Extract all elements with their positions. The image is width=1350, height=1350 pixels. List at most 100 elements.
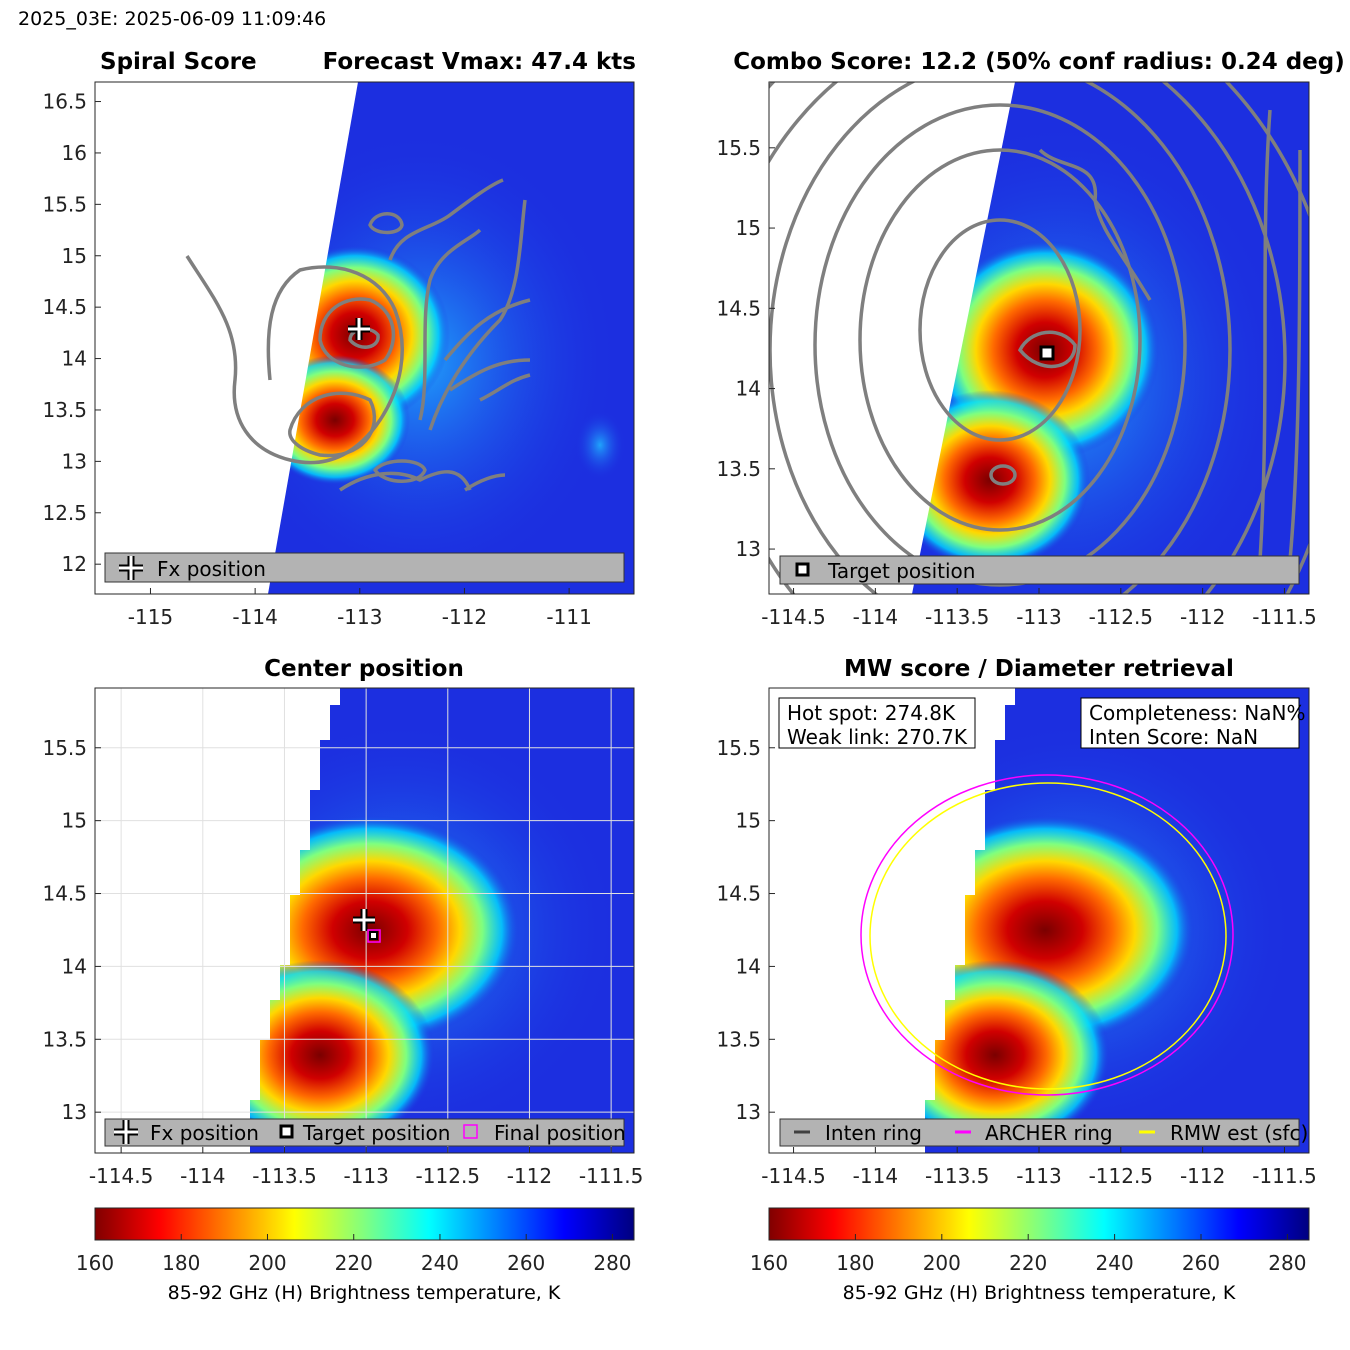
x-tick-label: -114 bbox=[180, 1164, 225, 1188]
y-tick-label: 14 bbox=[736, 377, 761, 401]
panel3-legend: Fx position Target position Final positi… bbox=[104, 1118, 626, 1147]
y-tick-label: 15 bbox=[62, 809, 87, 833]
x-tick-label: -113 bbox=[337, 605, 382, 629]
x-tick-label: -112 bbox=[507, 1164, 552, 1188]
panel3-title: Center position bbox=[264, 656, 464, 682]
y-tick-label: 13.5 bbox=[716, 1027, 761, 1051]
y-tick-label: 15.5 bbox=[716, 736, 761, 760]
colorbar-left-label: 85-92 GHz (H) Brightness temperature, K bbox=[168, 1282, 561, 1304]
x-tick-label: -113.5 bbox=[252, 1164, 316, 1188]
x-tick-label: -115 bbox=[128, 605, 173, 629]
weak-link-text: Weak link: 270.7K bbox=[787, 725, 968, 749]
panel2-legend-target: Target position bbox=[827, 559, 975, 583]
x-tick-label: -111 bbox=[546, 605, 591, 629]
colorbar-tick-label: 280 bbox=[593, 1251, 631, 1275]
x-tick-label: -114.5 bbox=[761, 605, 825, 629]
x-tick-label: -113 bbox=[1016, 1164, 1061, 1188]
y-tick-label: 14.5 bbox=[42, 882, 87, 906]
y-tick-label: 16 bbox=[62, 141, 87, 165]
colorbar-tick-label: 160 bbox=[750, 1251, 788, 1275]
x-tick-label: -111.5 bbox=[579, 1164, 643, 1188]
completeness-annotation: Completeness: NaN% Inten Score: NaN bbox=[1080, 697, 1305, 749]
panel1-title-right: Forecast Vmax: 47.4 kts bbox=[323, 49, 636, 75]
y-tick-label: 15.5 bbox=[42, 192, 87, 216]
y-tick-label: 14.5 bbox=[716, 882, 761, 906]
y-tick-label: 12.5 bbox=[42, 501, 87, 525]
target-position-marker bbox=[1039, 345, 1055, 361]
x-tick-label: -112.5 bbox=[1089, 1164, 1153, 1188]
x-tick-label: -112.5 bbox=[1089, 605, 1153, 629]
panel4-legend-archer: ARCHER ring bbox=[985, 1121, 1113, 1145]
panel4-heatmap bbox=[769, 688, 1309, 1153]
y-tick-label: 15 bbox=[62, 244, 87, 268]
y-tick-label: 13 bbox=[62, 1100, 87, 1124]
rmw-est-ring bbox=[869, 782, 1227, 1090]
x-tick-label: -112.5 bbox=[416, 1164, 480, 1188]
completeness-text: Completeness: NaN% bbox=[1089, 701, 1305, 725]
colorbar-right: 160 180 200 220 240 260 280 85-92 GHz (H) Brig… bbox=[750, 1207, 1310, 1304]
panel4-legend-inten: Inten ring bbox=[825, 1121, 922, 1145]
panel3-legend-fx: Fx position bbox=[150, 1121, 259, 1145]
panel4-legend-rmw: RMW est (sfc) bbox=[1170, 1121, 1308, 1145]
panel1-heatmap bbox=[95, 82, 634, 594]
y-tick-label: 13.5 bbox=[42, 1027, 87, 1051]
figure-header: 2025_03E: 2025-06-09 11:09:46 bbox=[18, 8, 326, 30]
y-tick-label: 13.5 bbox=[716, 457, 761, 481]
y-tick-label: 13 bbox=[736, 537, 761, 561]
x-tick-label: -113 bbox=[1016, 605, 1061, 629]
inten-score-text: Inten Score: NaN bbox=[1089, 725, 1258, 749]
y-tick-label: 13 bbox=[62, 449, 87, 473]
fx-position-marker bbox=[353, 909, 375, 931]
x-tick-label: -113.5 bbox=[925, 605, 989, 629]
x-tick-label: -114 bbox=[853, 1164, 898, 1188]
y-tick-label: 13 bbox=[736, 1100, 761, 1124]
panel3-heatmap bbox=[95, 688, 634, 1153]
fx-position-marker bbox=[348, 318, 370, 340]
x-tick-label: -113 bbox=[343, 1164, 388, 1188]
colorbar-tick-label: 260 bbox=[1182, 1251, 1220, 1275]
colorbar-left: 160 180 200 220 240 260 280 85-92 GHz (H) Brig… bbox=[76, 1207, 635, 1304]
colorbar-tick-label: 180 bbox=[162, 1251, 200, 1275]
y-tick-label: 12 bbox=[62, 552, 87, 576]
colorbar-tick-label: 220 bbox=[1009, 1251, 1047, 1275]
y-tick-label: 15 bbox=[736, 809, 761, 833]
archer-ring bbox=[860, 774, 1234, 1096]
y-tick-label: 15.5 bbox=[716, 136, 761, 160]
colorbar-tick-label: 220 bbox=[335, 1251, 373, 1275]
panel-center-position: Center position Fx position Target posit… bbox=[42, 656, 643, 1188]
colorbar-tick-label: 160 bbox=[76, 1251, 114, 1275]
y-tick-label: 16.5 bbox=[42, 90, 87, 114]
panel2-heatmap bbox=[769, 82, 1309, 594]
y-tick-label: 14 bbox=[736, 954, 761, 978]
y-tick-label: 14.5 bbox=[716, 296, 761, 320]
y-tick-label: 14 bbox=[62, 954, 87, 978]
panel-mw-score: MW score / Diameter retrieval Hot spot: … bbox=[716, 656, 1316, 1188]
colorbar-right-label: 85-92 GHz (H) Brightness temperature, K bbox=[843, 1282, 1236, 1304]
x-tick-label: -114.5 bbox=[761, 1164, 825, 1188]
panel4-legend: Inten ring ARCHER ring RMW est (sfc) bbox=[779, 1118, 1308, 1147]
panel2-title: Combo Score: 12.2 (50% conf radius: 0.24… bbox=[733, 49, 1345, 75]
colorbar-tick-label: 280 bbox=[1268, 1251, 1306, 1275]
y-tick-label: 15.5 bbox=[42, 736, 87, 760]
panel1-legend: Fx position bbox=[104, 552, 625, 583]
colorbar-tick-label: 200 bbox=[923, 1251, 961, 1275]
hot-spot-text: Hot spot: 274.8K bbox=[787, 701, 956, 725]
panel3-legend-target: Target position bbox=[302, 1121, 450, 1145]
x-tick-label: -112 bbox=[1180, 1164, 1225, 1188]
target-position-marker bbox=[369, 931, 378, 940]
panel1-title-left: Spiral Score bbox=[100, 49, 257, 75]
y-tick-label: 14 bbox=[62, 347, 87, 371]
x-tick-label: -111.5 bbox=[1252, 1164, 1316, 1188]
panel-spiral-score: Spiral Score Forecast Vmax: 47.4 kts bbox=[42, 49, 636, 629]
colorbar-tick-label: 240 bbox=[421, 1251, 459, 1275]
final-position-marker bbox=[367, 929, 381, 943]
x-tick-label: -111.5 bbox=[1252, 605, 1316, 629]
x-tick-label: -114 bbox=[232, 605, 277, 629]
y-tick-label: 14.5 bbox=[42, 295, 87, 319]
panel4-title: MW score / Diameter retrieval bbox=[844, 656, 1234, 682]
colorbar-tick-label: 260 bbox=[507, 1251, 545, 1275]
y-tick-label: 15 bbox=[736, 216, 761, 240]
panel1-legend-fx: Fx position bbox=[157, 557, 266, 581]
y-tick-label: 13.5 bbox=[42, 398, 87, 422]
colorbar-tick-label: 200 bbox=[248, 1251, 286, 1275]
